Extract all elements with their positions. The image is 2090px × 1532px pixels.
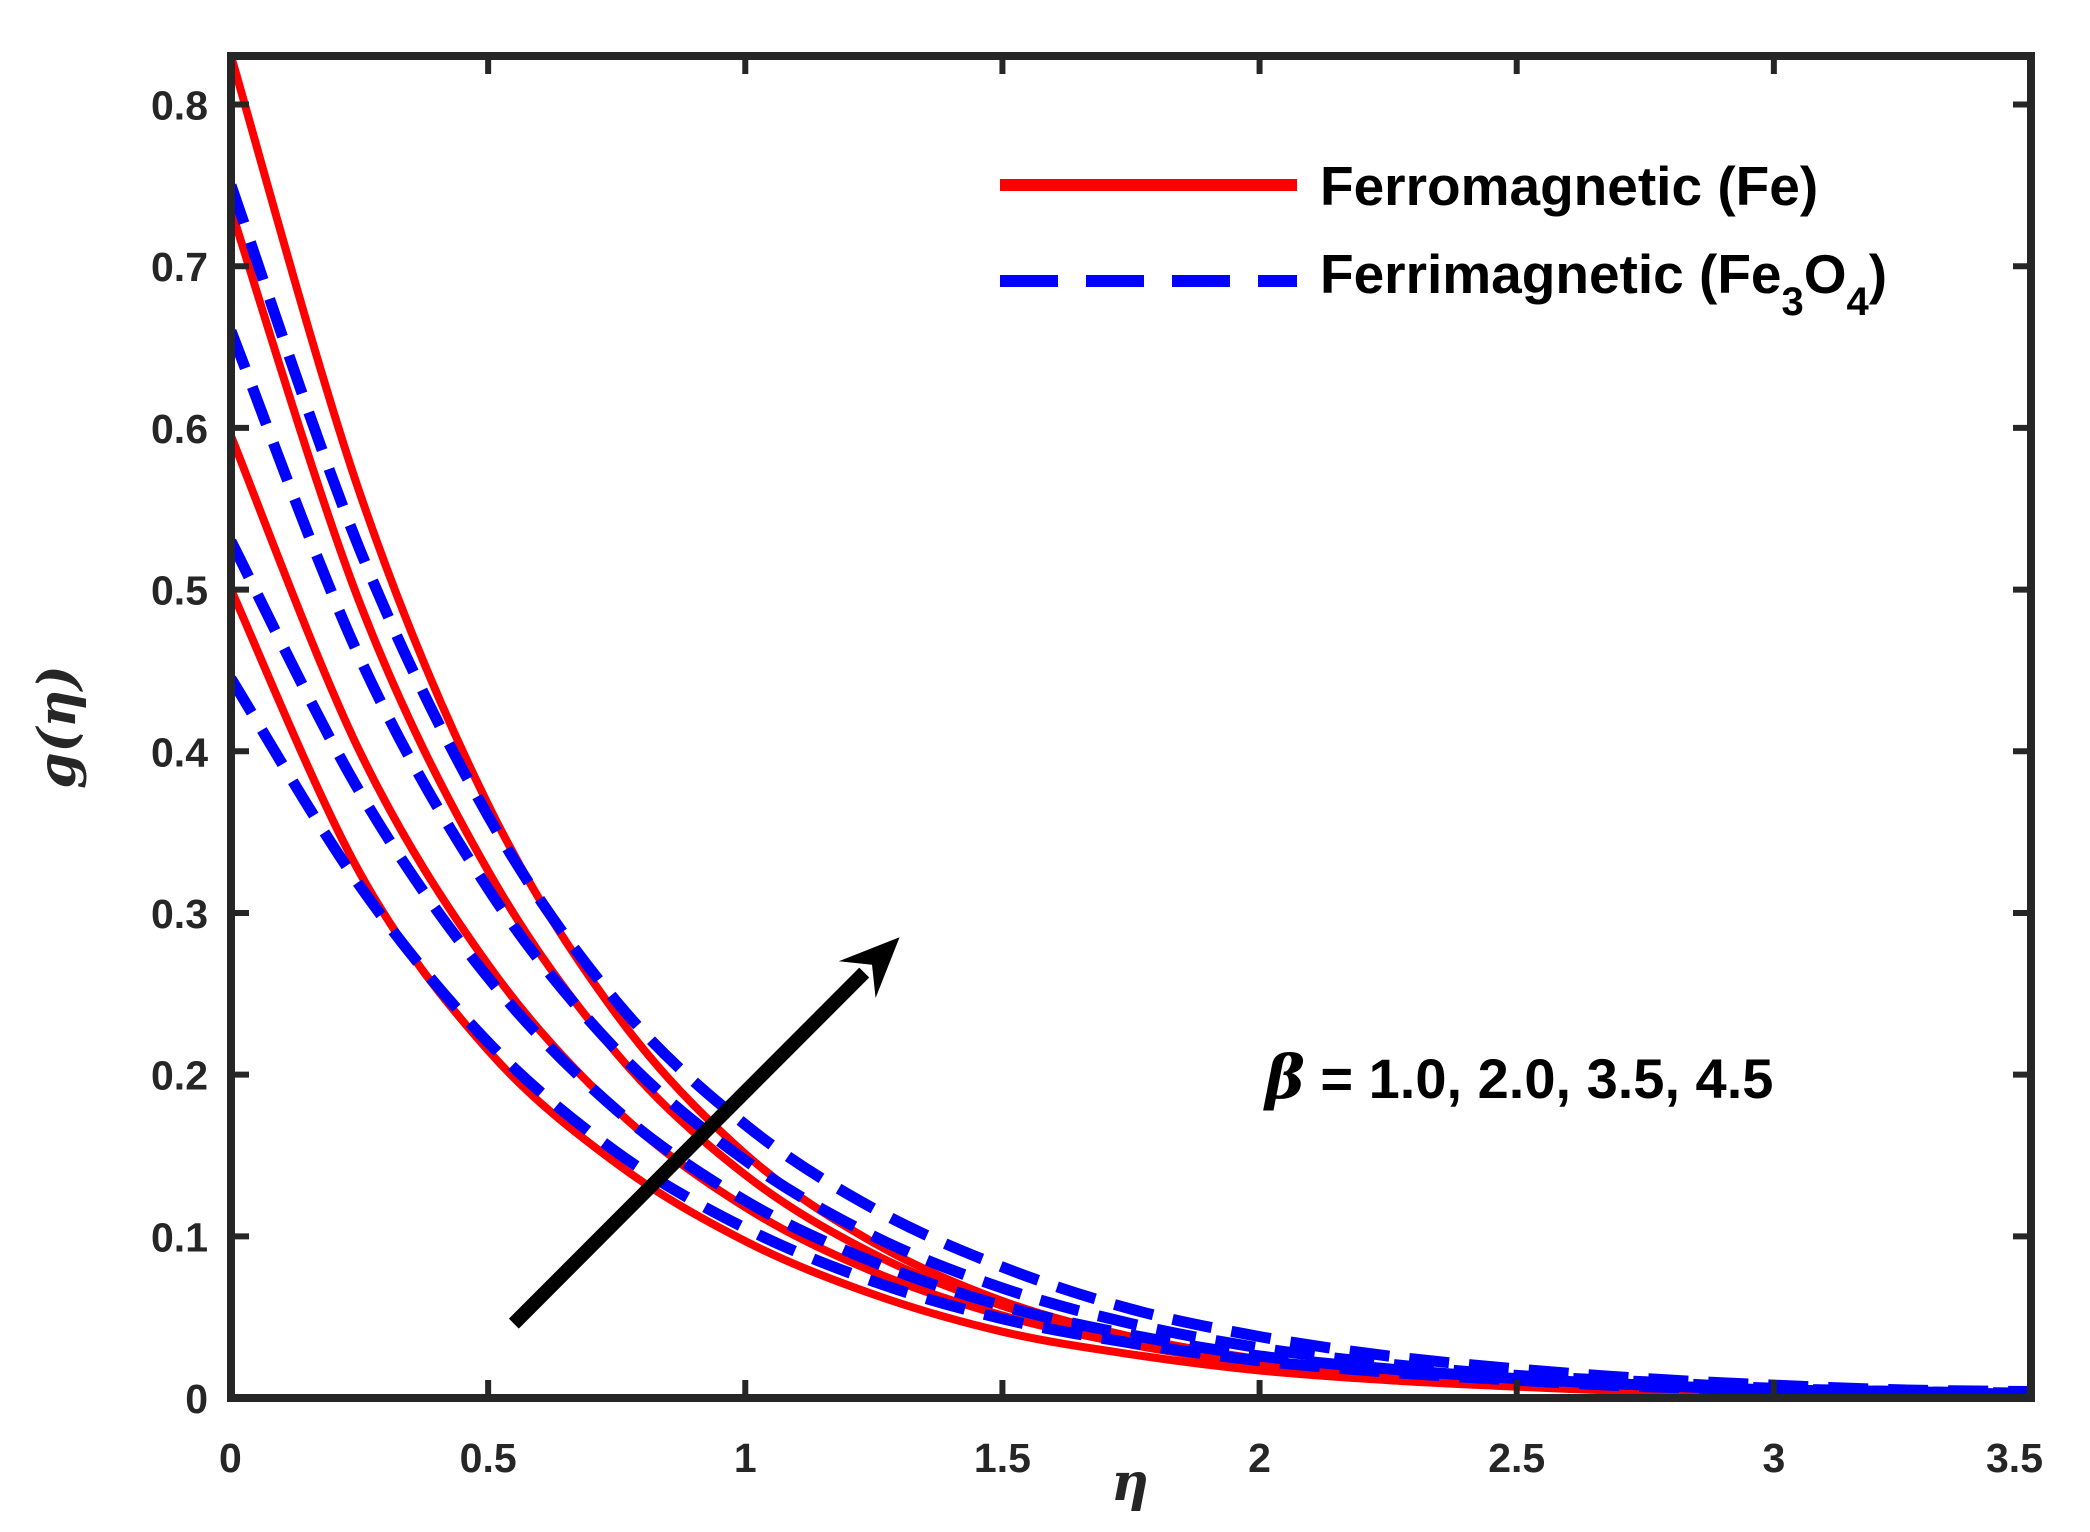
y-axis-label: g(η) [27,665,88,788]
legend: Ferromagnetic (Fe) Ferrimagnetic (Fe3O4) [1000,155,1887,324]
legend-ferri-end: ) [1869,243,1887,305]
y-tick-label: 0.5 [151,568,208,614]
x-tick-label: 0 [219,1435,242,1481]
y-tick-label: 0.7 [151,244,208,290]
legend-ferri-sub1: 3 [1782,280,1804,324]
legend-ferri-sub2: 4 [1847,280,1870,324]
y-tick-label: 0.2 [151,1053,208,1099]
y-tick-label: 0 [185,1376,208,1422]
ticks-layer: 0 0.5 1 1.5 2 2.5 3 3.5 0 0.1 0.2 0.3 0.4 0.5 0.6 0.7 0.… [151,56,2043,1481]
legend-label-ferrimagnetic: Ferrimagnetic (Fe3O4) [1320,243,1887,324]
x-tick-label: 1.5 [974,1435,1031,1481]
trend-arrow [508,937,900,1329]
trend-arrow-shaft [508,967,870,1329]
legend-label-ferromagnetic: Ferromagnetic (Fe) [1320,155,1818,217]
beta-values: = 1.0, 2.0, 3.5, 4.5 [1305,1047,1774,1110]
x-axis-label: η [1111,1452,1149,1513]
x-tick-label: 0.5 [460,1435,517,1481]
legend-ferri-mid: O [1804,243,1847,305]
x-tick-label: 1 [734,1435,757,1481]
y-tick-label: 0.6 [151,406,208,452]
x-tick-label: 3.5 [1986,1435,2043,1481]
y-tick-label: 0.8 [151,83,208,129]
x-tick-label: 2 [1248,1435,1271,1481]
series-ferrimagnetic-3 [231,328,2031,1398]
x-tick-label: 2.5 [1488,1435,1545,1481]
legend-ferri-main: Ferrimagnetic (Fe [1320,243,1782,305]
x-tick-label: 3 [1762,1435,1785,1481]
y-tick-label: 0.4 [151,729,208,775]
trend-arrow-head [838,937,900,998]
plot-frame [227,52,2035,1402]
beta-symbol: β [1263,1043,1305,1113]
beta-annotation: β = 1.0, 2.0, 3.5, 4.5 [1263,1043,1773,1113]
series-ferrimagnetic-2 [231,538,2031,1398]
y-tick-label: 0.3 [151,891,208,937]
series-layer [231,56,2031,1398]
y-tick-label: 0.1 [151,1214,208,1260]
series-ferrimagnetic-4 [231,183,2031,1397]
